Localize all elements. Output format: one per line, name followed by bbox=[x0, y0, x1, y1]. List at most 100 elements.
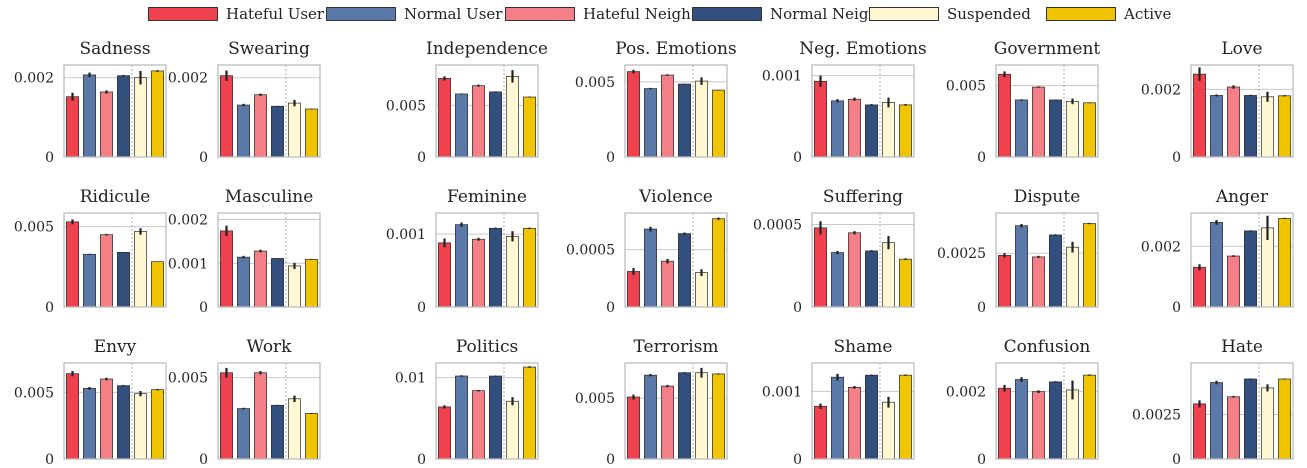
bar-suspended bbox=[695, 80, 708, 158]
bar-suspended bbox=[134, 77, 147, 158]
y-tick-label: 0 bbox=[793, 452, 802, 468]
y-tick-label: 0.005 bbox=[575, 391, 615, 407]
subplot-government: Government 0 0.005 bbox=[946, 39, 1101, 166]
subplot-title: Confusion bbox=[1004, 337, 1091, 357]
y-tick-label: 0.005 bbox=[168, 371, 208, 387]
axes-frame bbox=[217, 212, 321, 308]
subplot-title: Dispute bbox=[1014, 187, 1081, 207]
bar-hateful-user bbox=[627, 71, 640, 158]
y-tick-label: 0 bbox=[793, 150, 802, 166]
bar-normal-user bbox=[83, 253, 96, 308]
subplot-ridicule: Ridicule 0 0.005 bbox=[14, 187, 167, 316]
legend-label: Normal Neigh. bbox=[770, 5, 883, 23]
bar-normal-user bbox=[1015, 225, 1028, 308]
y-tick-label: 0 bbox=[606, 452, 615, 468]
y-tick-label: 0.005 bbox=[14, 220, 54, 236]
legend-swatch bbox=[692, 7, 762, 21]
bar-active bbox=[305, 413, 318, 460]
bar-active bbox=[151, 389, 164, 460]
bar-normal-user bbox=[237, 408, 250, 460]
y-tick-label: 0 bbox=[199, 452, 208, 468]
bar-active bbox=[523, 227, 536, 308]
bar-active bbox=[523, 96, 536, 158]
y-tick-label: 0.005 bbox=[946, 79, 986, 95]
bar-normal-user bbox=[644, 228, 657, 308]
y-tick-label: 0 bbox=[417, 150, 426, 166]
bar-normal-user bbox=[1015, 379, 1028, 460]
axes-frame bbox=[63, 64, 167, 158]
y-tick-label: 0 bbox=[45, 150, 54, 166]
bar-normal-user bbox=[455, 93, 468, 158]
bar-normal-neigh bbox=[271, 258, 284, 308]
bar-suspended bbox=[1261, 387, 1274, 460]
y-tick-label: 0.002 bbox=[946, 385, 986, 401]
y-tick-label: 0.001 bbox=[762, 384, 802, 400]
bar-active bbox=[151, 261, 164, 308]
bar-normal-user bbox=[1210, 382, 1223, 460]
bar-hateful-user bbox=[814, 405, 827, 460]
bar-active bbox=[1278, 378, 1291, 460]
bar-normal-user bbox=[83, 387, 96, 460]
y-tick-label: 0.01 bbox=[395, 371, 426, 387]
subplot-pos-emotions: Pos. Emotions 0 0.005 bbox=[575, 39, 737, 166]
y-tick-label: 0 bbox=[1172, 150, 1181, 166]
subplot-title: Feminine bbox=[447, 187, 527, 207]
bar-active bbox=[1083, 223, 1096, 308]
y-tick-label: 0 bbox=[977, 150, 986, 166]
y-tick-label: 0 bbox=[199, 150, 208, 166]
subplot-love: Love 0 0.002 bbox=[1141, 39, 1294, 166]
bar-hateful-user bbox=[998, 387, 1011, 460]
bar-normal-neigh bbox=[271, 404, 284, 460]
bar-suspended bbox=[288, 265, 301, 308]
axes-frame bbox=[624, 212, 728, 308]
y-tick-label: 0 bbox=[606, 150, 615, 166]
axes-frame bbox=[995, 212, 1099, 308]
bar-suspended bbox=[134, 393, 147, 460]
bar-hateful-user bbox=[66, 373, 79, 460]
bar-normal-neigh bbox=[271, 105, 284, 158]
bar-hateful-neigh bbox=[254, 94, 267, 158]
subplot-dispute: Dispute 0 0.0025 bbox=[937, 187, 1099, 316]
bar-normal-user bbox=[1210, 222, 1223, 308]
axes-frame bbox=[63, 212, 167, 308]
bar-suspended bbox=[506, 76, 519, 158]
subplot-title: Work bbox=[247, 337, 293, 357]
subplot-independence: Independence 0 0.005 bbox=[386, 39, 548, 166]
bar-hateful-neigh bbox=[100, 234, 113, 308]
subplot-hate: Hate 0 0.0025 bbox=[1132, 337, 1294, 468]
subplot-title: Sadness bbox=[79, 39, 150, 59]
bar-active bbox=[305, 258, 318, 308]
bar-suspended bbox=[882, 102, 895, 158]
y-tick-label: 0.0005 bbox=[753, 218, 802, 234]
subplot-title: Suffering bbox=[823, 187, 903, 207]
bar-hateful-neigh bbox=[1227, 255, 1240, 308]
y-tick-label: 0.001 bbox=[168, 256, 208, 272]
y-tick-label: 0 bbox=[977, 300, 986, 316]
bar-suspended bbox=[288, 398, 301, 460]
legend-item: Normal Neigh. bbox=[692, 5, 883, 23]
bar-normal-user bbox=[831, 252, 844, 308]
bar-active bbox=[1278, 218, 1291, 308]
bar-hateful-neigh bbox=[1032, 86, 1045, 158]
y-tick-label: 0.0005 bbox=[566, 243, 615, 259]
bar-hateful-neigh bbox=[1032, 256, 1045, 308]
bar-hateful-neigh bbox=[1227, 86, 1240, 158]
bar-suspended bbox=[1066, 101, 1079, 158]
bar-hateful-neigh bbox=[1227, 396, 1240, 460]
y-tick-label: 0 bbox=[199, 300, 208, 316]
bar-hateful-user bbox=[627, 396, 640, 460]
bar-suspended bbox=[288, 102, 301, 158]
bar-active bbox=[712, 373, 725, 460]
bar-hateful-neigh bbox=[848, 232, 861, 308]
bar-normal-neigh bbox=[117, 75, 130, 158]
bar-normal-neigh bbox=[865, 374, 878, 460]
axes-frame bbox=[1190, 64, 1294, 158]
subplot-shame: Shame 0 0.001 bbox=[762, 337, 915, 468]
subplot-confusion: Confusion 0 0.002 bbox=[946, 337, 1099, 468]
bar-hateful-user bbox=[627, 271, 640, 308]
bar-active bbox=[899, 104, 912, 158]
bar-suspended bbox=[134, 231, 147, 308]
y-tick-label: 0.002 bbox=[168, 71, 208, 87]
bar-hateful-user bbox=[66, 96, 79, 158]
